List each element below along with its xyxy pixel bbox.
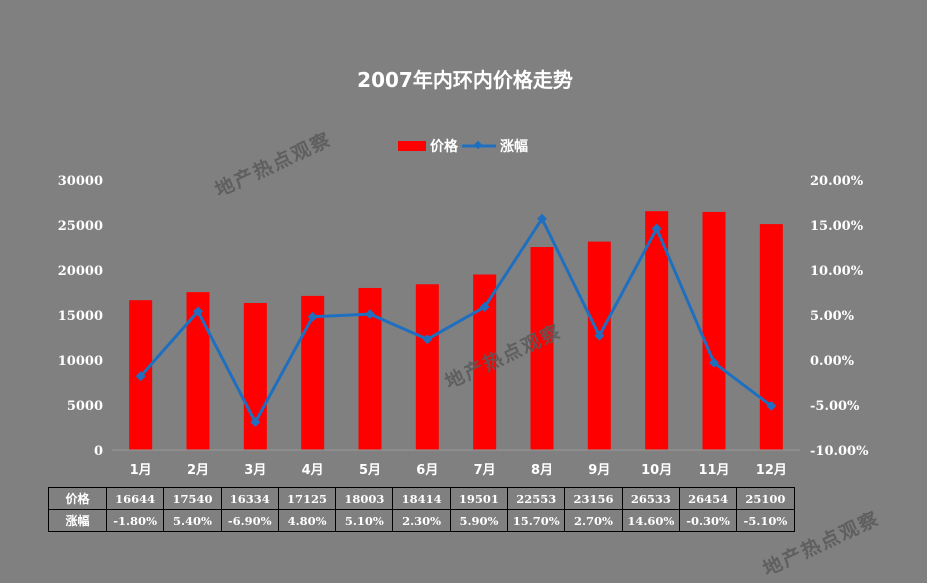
left-tick-label: 20000 xyxy=(58,264,103,279)
change-point xyxy=(766,400,777,411)
change-point xyxy=(651,223,662,234)
change-point xyxy=(422,334,433,345)
price-bar xyxy=(759,224,783,450)
price-bar xyxy=(645,211,669,450)
category-label: 3月 xyxy=(244,463,266,478)
table-row-price: 价格 16644 17540 16334 17125 18003 18414 1… xyxy=(48,487,795,510)
price-bar xyxy=(301,295,325,450)
table-cell: 26454 xyxy=(678,487,738,510)
table-cell: 16334 xyxy=(220,487,279,510)
right-tick-label: 0.00% xyxy=(810,354,855,369)
category-label: 1月 xyxy=(130,463,152,478)
change-line xyxy=(139,217,773,424)
right-tick-label: 20.00% xyxy=(810,174,864,189)
data-table: 价格 16644 17540 16334 17125 18003 18414 1… xyxy=(48,487,795,532)
category-label: 6月 xyxy=(416,463,438,478)
table-cell: 16644 xyxy=(105,487,165,510)
table-row-label: 价格 xyxy=(48,487,107,510)
right-tick-label: 15.00% xyxy=(810,219,864,234)
table-cell: -0.30% xyxy=(678,509,738,532)
price-bar xyxy=(702,211,726,450)
price-bar xyxy=(358,287,382,450)
change-point xyxy=(709,357,719,368)
price-bar xyxy=(530,247,554,450)
table-cell: 17125 xyxy=(277,487,337,510)
category-label: 10月 xyxy=(641,463,672,478)
category-label: 7月 xyxy=(474,463,496,478)
table-cell: 14.60% xyxy=(621,509,680,532)
price-bar xyxy=(473,274,497,450)
table-cell: 15.70% xyxy=(507,509,566,532)
change-point xyxy=(594,330,605,341)
table-cell: 22553 xyxy=(507,487,566,510)
table-cell: 2.70% xyxy=(564,509,623,532)
price-bar xyxy=(415,284,439,450)
change-point xyxy=(307,311,318,322)
category-label: 4月 xyxy=(302,463,324,478)
table-cell: 5.10% xyxy=(335,509,394,532)
right-tick-label: -10.00% xyxy=(810,444,869,459)
legend-price-label: 价格 xyxy=(430,138,459,155)
table-cell: 25100 xyxy=(736,487,795,510)
price-bar xyxy=(243,302,267,450)
left-tick-label: 10000 xyxy=(58,354,103,369)
table-cell: -1.80% xyxy=(105,509,165,532)
table-cell: 4.80% xyxy=(277,509,337,532)
change-point xyxy=(193,306,203,317)
category-label: 5月 xyxy=(359,463,381,478)
table-cell: 18414 xyxy=(392,487,451,510)
category-label: 12月 xyxy=(756,463,787,478)
right-tick-label: 10.00% xyxy=(810,264,864,279)
change-point xyxy=(365,309,375,320)
change-point xyxy=(135,371,146,382)
change-point xyxy=(537,213,547,224)
table-row-change: 涨幅 -1.80% 5.40% -6.90% 4.80% 5.10% 2.30%… xyxy=(48,509,795,532)
change-line-series xyxy=(135,213,777,428)
left-tick-label: 0 xyxy=(94,444,103,459)
category-labels: 1月 2月 3月 4月 5月 6月 7月 8月 9月 10月 11月 12月 xyxy=(130,463,787,478)
price-bar xyxy=(186,292,210,450)
right-tick-label: -5.00% xyxy=(810,399,860,414)
category-label: 11月 xyxy=(698,463,729,478)
left-tick-label: 30000 xyxy=(58,174,103,189)
price-bars xyxy=(129,211,783,450)
legend-change-label: 涨幅 xyxy=(500,138,528,155)
change-point xyxy=(479,301,490,312)
table-cell: 5.40% xyxy=(163,509,222,532)
left-tick-label: 25000 xyxy=(58,219,103,234)
table-row-label: 涨幅 xyxy=(48,509,107,532)
price-bar xyxy=(587,241,611,450)
category-label: 2月 xyxy=(187,463,209,478)
table-cell: 26533 xyxy=(621,487,680,510)
chart-title: 2007年内环内价格走势 xyxy=(357,68,573,92)
right-tick-label: 5.00% xyxy=(810,309,855,324)
table-cell: 2.30% xyxy=(392,509,451,532)
left-tick-label: 15000 xyxy=(58,309,103,324)
table-cell: 19501 xyxy=(449,487,509,510)
legend: 价格 涨幅 xyxy=(398,138,528,155)
category-label: 9月 xyxy=(588,463,610,478)
left-tick-label: 5000 xyxy=(67,399,103,414)
table-cell: 5.90% xyxy=(449,509,509,532)
left-axis: 0 5000 10000 15000 20000 25000 30000 xyxy=(58,174,103,459)
category-label: 8月 xyxy=(531,463,553,478)
table-cell: 18003 xyxy=(335,487,394,510)
table-cell: 17540 xyxy=(163,487,222,510)
legend-price-swatch xyxy=(398,141,426,151)
legend-change-marker xyxy=(473,140,483,150)
table-cell: -5.10% xyxy=(736,509,795,532)
table-cell: 23156 xyxy=(564,487,623,510)
table-cell: -6.90% xyxy=(220,509,279,532)
right-axis: -10.00% -5.00% 0.00% 5.00% 10.00% 15.00% 20.00… xyxy=(810,174,869,459)
